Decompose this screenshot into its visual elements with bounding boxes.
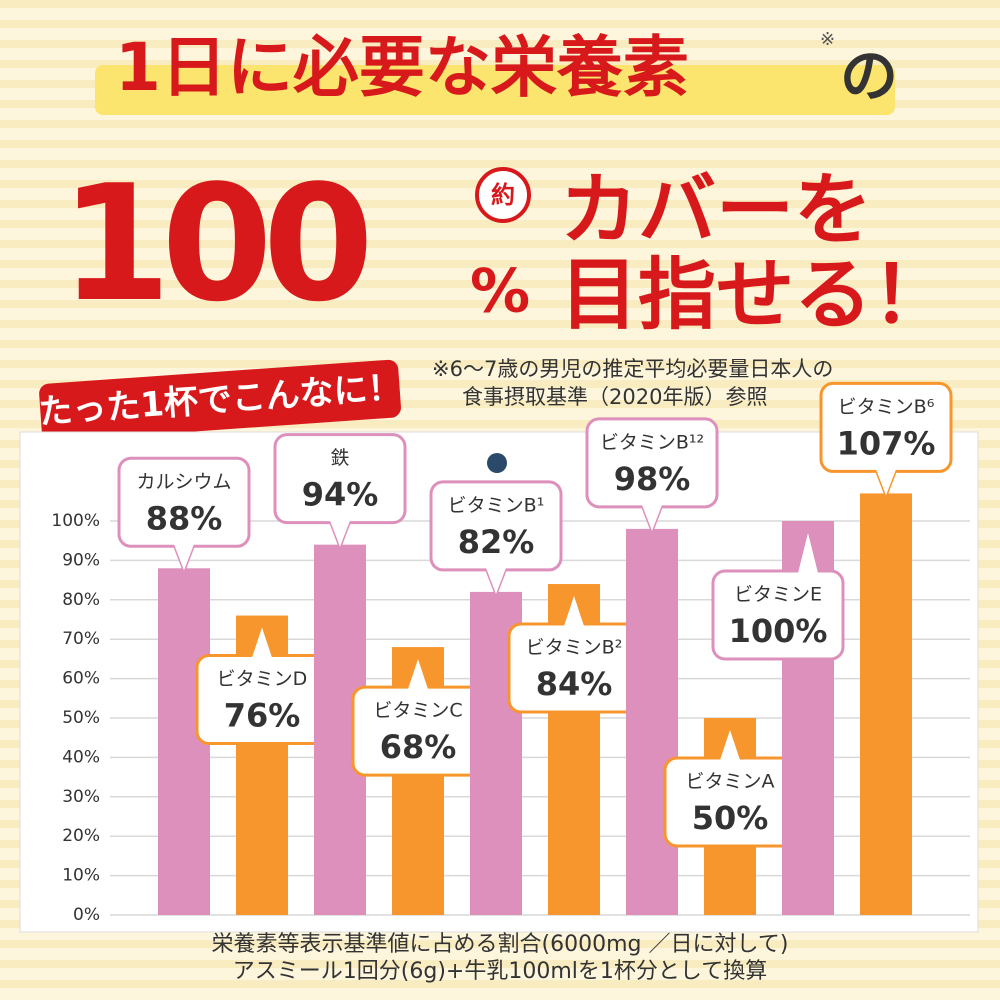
- badge-bg: [39, 359, 401, 442]
- title-end: の: [840, 42, 898, 110]
- callout-pointer-fill: [174, 544, 194, 571]
- approx-bubble: [475, 167, 531, 223]
- bar: [860, 493, 912, 915]
- value-label: 82%: [458, 523, 535, 561]
- category-label: ビタミンE: [734, 584, 822, 606]
- percent: %: [470, 257, 530, 327]
- y-tick-label: 90%: [62, 550, 100, 570]
- category-label: ビタミンD: [217, 668, 308, 690]
- y-tick-label: 50%: [62, 708, 100, 728]
- callout-pointer-fill: [876, 469, 896, 496]
- value-label: 94%: [302, 476, 379, 514]
- pin: [487, 453, 507, 473]
- category-label: カルシウム: [136, 471, 231, 493]
- y-tick-label: 100%: [51, 511, 100, 531]
- callout-pointer-fill: [642, 504, 662, 531]
- callout-pointer-fill: [486, 567, 506, 594]
- cover: カバーを: [560, 165, 872, 255]
- callout-pointer-fill: [720, 730, 740, 760]
- callout-pointer-fill: [798, 533, 818, 573]
- footnote: アスミール1回分(6g)+牛乳100mlを1杯分として換算: [233, 959, 767, 984]
- callout-pointer-fill: [408, 659, 428, 690]
- y-tick-label: 20%: [62, 826, 100, 846]
- category-label: ビタミンB⁶: [838, 396, 935, 418]
- approx: 約: [491, 181, 515, 209]
- y-tick-label: 80%: [62, 590, 100, 610]
- big-number: 100: [60, 150, 367, 337]
- callout: [711, 569, 845, 661]
- title-mark: ※: [820, 29, 835, 50]
- y-tick-label: 60%: [62, 669, 100, 689]
- bar: [626, 528, 678, 915]
- title: 1日に必要な栄養素: [115, 29, 689, 106]
- category-label: 鉄: [330, 447, 349, 469]
- category-label: ビタミンC: [373, 700, 462, 722]
- value-label: 107%: [837, 424, 936, 462]
- note: 食事摂取基準（2020年版）参照: [462, 385, 767, 409]
- callout-pointer-fill: [252, 627, 272, 658]
- value-label: 100%: [729, 612, 828, 650]
- callout-pointer-fill: [330, 520, 350, 547]
- callout-pointer-fill: [564, 596, 584, 627]
- y-tick-label: 10%: [62, 866, 100, 886]
- category-label: ビタミンB¹²: [600, 431, 704, 453]
- highlight: [95, 65, 895, 115]
- value-label: 88%: [146, 499, 223, 537]
- category-label: ビタミンB²: [526, 637, 623, 659]
- y-tick-label: 70%: [62, 629, 100, 649]
- category-label: ビタミンB¹: [448, 494, 545, 516]
- value-label: 68%: [380, 728, 457, 766]
- note: ※6〜7歳の男児の推定平均必要量日本人の: [432, 357, 833, 381]
- value-label: 98%: [614, 460, 691, 498]
- y-tick-label: 30%: [62, 787, 100, 807]
- category-label: ビタミンA: [686, 771, 775, 793]
- value-label: 84%: [536, 665, 613, 703]
- value-label: 76%: [224, 697, 301, 735]
- footnote: 栄養素等表示基準値に占める割合(6000mg ／日に対して): [212, 932, 789, 957]
- aim: 目指せる！: [560, 250, 950, 340]
- y-tick-label: 40%: [62, 747, 100, 767]
- y-tick-label: 0%: [73, 905, 100, 925]
- value-label: 50%: [692, 799, 769, 837]
